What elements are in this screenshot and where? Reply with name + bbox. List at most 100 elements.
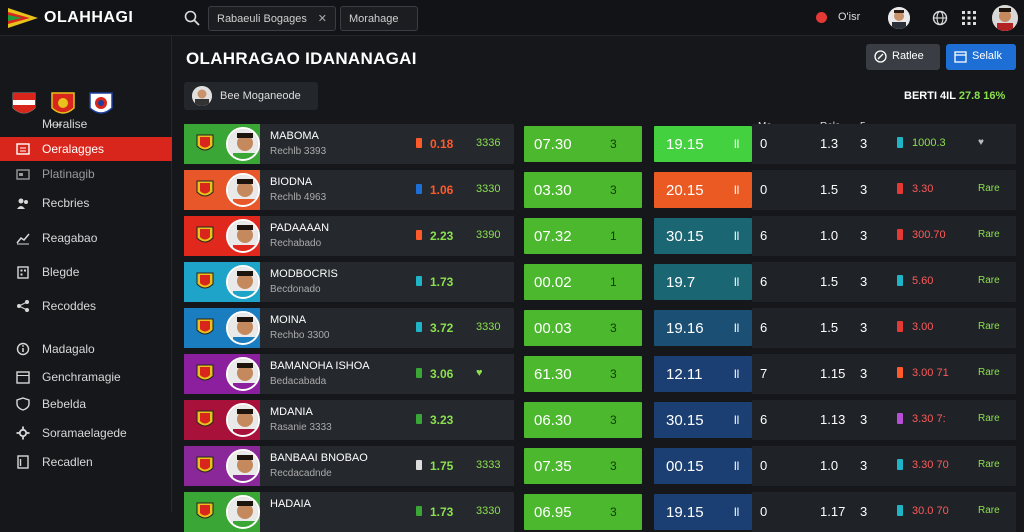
- team-cell[interactable]: BANBAAI BNOBAO Recdacadnde 1.75 3333: [184, 446, 514, 486]
- team-cell[interactable]: MOINA Rechbo 3300 3.72 3330: [184, 308, 514, 348]
- profile-avatar[interactable]: [992, 5, 1018, 31]
- odds-value[interactable]: 0.18: [430, 137, 454, 151]
- brand-name[interactable]: OLAHHAGI: [44, 9, 134, 26]
- sidebar-item[interactable]: Recoddes: [0, 294, 172, 318]
- table-row[interactable]: PADAAAAN Rechabado 2.23 3390 07.32 1 30.15 ll 6 1…: [184, 216, 1016, 256]
- result-value[interactable]: 30.0 70: [912, 505, 949, 517]
- odds-secondary[interactable]: 3336: [476, 137, 501, 149]
- sidebar-item[interactable]: Soramaelagede: [0, 421, 172, 445]
- odds-button[interactable]: 07.35 3: [524, 448, 642, 484]
- record-icon[interactable]: [816, 12, 827, 23]
- odds-secondary[interactable]: 3330: [476, 183, 501, 195]
- filter-chip[interactable]: Bee Moganeode: [184, 82, 318, 110]
- sidebar-item[interactable]: Recadlen: [0, 450, 172, 474]
- odds-secondary[interactable]: ♥: [476, 367, 483, 379]
- result-tag[interactable]: Rare: [978, 459, 1000, 470]
- team-crest-icon[interactable]: [51, 92, 75, 118]
- team-cell[interactable]: BAMANOHA ISHOA Bedacabada 3.06 ♥: [184, 354, 514, 394]
- result-tag[interactable]: Rare: [978, 275, 1000, 286]
- logo-icon[interactable]: [8, 8, 38, 28]
- odds-secondary[interactable]: 3330: [476, 321, 501, 333]
- result-tag[interactable]: Rare: [978, 229, 1000, 240]
- sidebar-item[interactable]: Blegde: [0, 260, 172, 284]
- globe-icon[interactable]: [932, 10, 948, 26]
- table-row[interactable]: HADAIA 1.73 3330 06.95 3 19.15 ll 0 1.17 3 30.0 70…: [184, 492, 1016, 532]
- team-cell[interactable]: MODBOCRIS Becdonado 1.73: [184, 262, 514, 302]
- result-tag[interactable]: Rare: [978, 505, 1000, 516]
- odds-button[interactable]: 03.30 3: [524, 172, 642, 208]
- sidebar-item[interactable]: Reagabao: [0, 226, 172, 250]
- odds-button[interactable]: 61.30 3: [524, 356, 642, 392]
- odds-value[interactable]: 3.23: [430, 413, 454, 427]
- apps-grid-icon[interactable]: [962, 11, 976, 25]
- result-value[interactable]: 300.70: [912, 229, 946, 241]
- user-label[interactable]: O'isr: [838, 11, 861, 23]
- table-row[interactable]: MABOMA Rechlb 3393 0.18 3336 07.30 3 19.15 ll 0 1…: [184, 124, 1016, 164]
- odds-value[interactable]: 2.23: [430, 229, 454, 243]
- result-value[interactable]: 3.30 7:: [912, 413, 946, 425]
- secondary-button[interactable]: Ratlee: [866, 44, 940, 70]
- team-cell[interactable]: PADAAAAN Rechabado 2.23 3390: [184, 216, 514, 256]
- score-button[interactable]: 19.16 ll: [654, 310, 752, 346]
- odds-button[interactable]: 06.30 3: [524, 402, 642, 438]
- odds-secondary[interactable]: 3390: [476, 229, 501, 241]
- table-row[interactable]: BIODNA Rechlb 4963 1.06 3330 03.30 3 20.15 ll 0 1…: [184, 170, 1016, 210]
- odds-button[interactable]: 00.02 1: [524, 264, 642, 300]
- team-cell[interactable]: MABOMA Rechlb 3393 0.18 3336: [184, 124, 514, 164]
- odds-value[interactable]: 3.72: [430, 321, 454, 335]
- result-value[interactable]: 1000.3: [912, 137, 946, 149]
- table-row[interactable]: MOINA Rechbo 3300 3.72 3330 00.03 3 19.16 ll 6 1.…: [184, 308, 1016, 348]
- primary-button[interactable]: Selalk: [946, 44, 1016, 70]
- search-icon[interactable]: [184, 10, 200, 26]
- odds-button[interactable]: 06.95 3: [524, 494, 642, 530]
- team-crest-icon[interactable]: [12, 92, 36, 118]
- sidebar-item[interactable]: Platinagib: [0, 162, 172, 186]
- team-cell[interactable]: MDANIA Rasanie 3333 3.23: [184, 400, 514, 440]
- score-button[interactable]: 00.15 ll: [654, 448, 752, 484]
- table-row[interactable]: BANBAAI BNOBAO Recdacadnde 1.75 3333 07.35 3 0…: [184, 446, 1016, 486]
- score-button[interactable]: 30.15 ll: [654, 402, 752, 438]
- odds-button[interactable]: 00.03 3: [524, 310, 642, 346]
- result-tag[interactable]: Rare: [978, 413, 1000, 424]
- odds-value[interactable]: 1.75: [430, 459, 454, 473]
- result-tag[interactable]: ♥: [978, 137, 984, 148]
- team-crest-icon[interactable]: [89, 92, 113, 118]
- odds-value[interactable]: 1.73: [430, 505, 454, 519]
- result-value[interactable]: 3.30 70: [912, 459, 949, 471]
- table-row[interactable]: MDANIA Rasanie 3333 3.23 06.30 3 30.15 ll 6 1.13…: [184, 400, 1016, 440]
- avatar[interactable]: [888, 7, 910, 29]
- team-cell[interactable]: HADAIA 1.73 3330: [184, 492, 514, 532]
- sidebar-item[interactable]: Madagalo: [0, 337, 172, 361]
- odds-secondary[interactable]: 3333: [476, 459, 501, 471]
- team-cell[interactable]: BIODNA Rechlb 4963 1.06 3330: [184, 170, 514, 210]
- odds-button[interactable]: 07.30 3: [524, 126, 642, 162]
- search-pill[interactable]: Rabaeuli Bogages ✕: [208, 6, 336, 31]
- sidebar-item[interactable]: Oeralagges: [0, 137, 172, 161]
- score-button[interactable]: 19.15 ll: [654, 494, 752, 530]
- score-button[interactable]: 19.7 ll: [654, 264, 752, 300]
- sidebar-item[interactable]: Genchramagie: [0, 365, 172, 389]
- result-tag[interactable]: Rare: [978, 367, 1000, 378]
- sidebar-item[interactable]: Recbries: [0, 191, 172, 215]
- result-value[interactable]: 3.00 71: [912, 367, 949, 379]
- table-row[interactable]: BAMANOHA ISHOA Bedacabada 3.06 ♥ 61.30 3 12.11…: [184, 354, 1016, 394]
- odds-secondary[interactable]: 3330: [476, 505, 501, 517]
- score-button[interactable]: 19.15 ll: [654, 126, 752, 162]
- odds-button[interactable]: 07.32 1: [524, 218, 642, 254]
- odds-value[interactable]: 3.06: [430, 367, 454, 381]
- score-button[interactable]: 30.15 ll: [654, 218, 752, 254]
- odds-value[interactable]: 1.06: [430, 183, 454, 197]
- result-value[interactable]: 3.30: [912, 183, 934, 195]
- table-row[interactable]: MODBOCRIS Becdonado 1.73 00.02 1 19.7 ll 6 1.5 3 5…: [184, 262, 1016, 302]
- score-button[interactable]: 12.11 ll: [654, 356, 752, 392]
- filter-pill[interactable]: Morahage: [340, 6, 418, 31]
- score-button[interactable]: 20.15 ll: [654, 172, 752, 208]
- result-value[interactable]: 5.60: [912, 275, 934, 287]
- result-tag[interactable]: Rare: [978, 183, 1000, 194]
- result-tag[interactable]: Rare: [978, 321, 1000, 332]
- close-icon[interactable]: ✕: [317, 13, 327, 25]
- odds-value[interactable]: 1.73: [430, 275, 454, 289]
- sidebar-item[interactable]: Moralise: [0, 112, 172, 136]
- result-value[interactable]: 3.00: [912, 321, 934, 333]
- sidebar-item[interactable]: Bebelda: [0, 392, 172, 416]
